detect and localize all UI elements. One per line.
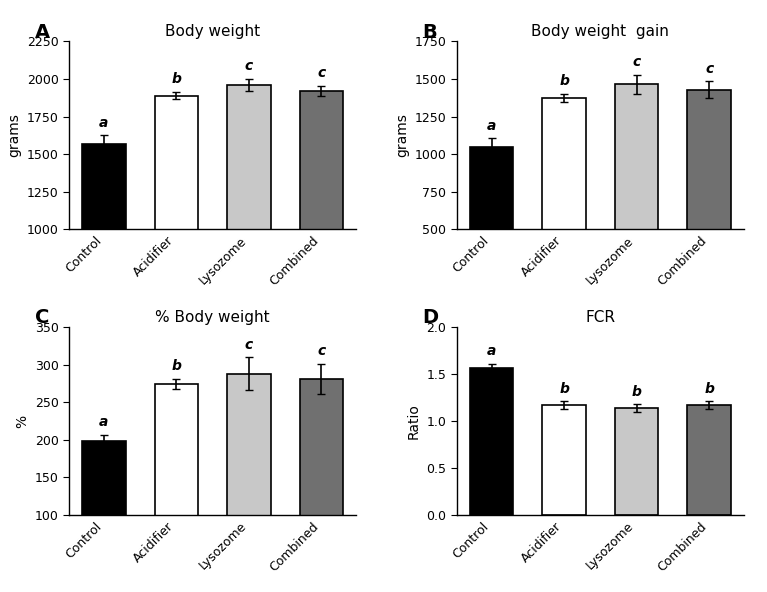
Y-axis label: grams: grams <box>7 114 21 157</box>
Text: C: C <box>35 308 49 327</box>
Text: c: c <box>705 62 713 76</box>
Y-axis label: %: % <box>15 414 29 427</box>
Text: b: b <box>172 72 181 86</box>
Title: Body weight  gain: Body weight gain <box>532 24 670 39</box>
Text: a: a <box>487 119 496 133</box>
Text: c: c <box>318 66 325 80</box>
Bar <box>615 408 658 515</box>
Bar <box>82 440 126 590</box>
Title: % Body weight: % Body weight <box>156 310 270 324</box>
Text: c: c <box>633 55 640 69</box>
Text: a: a <box>99 116 109 130</box>
Bar <box>300 379 343 590</box>
Bar <box>470 147 513 304</box>
Text: A: A <box>35 22 50 41</box>
Bar <box>687 405 731 515</box>
Text: c: c <box>245 59 253 73</box>
Text: c: c <box>245 337 253 352</box>
Text: c: c <box>318 345 325 358</box>
Bar <box>155 384 198 590</box>
Title: Body weight: Body weight <box>165 24 260 39</box>
Text: B: B <box>423 22 437 41</box>
Bar <box>227 374 271 590</box>
Text: b: b <box>632 385 641 398</box>
Y-axis label: Ratio: Ratio <box>407 403 421 439</box>
Bar <box>82 144 126 379</box>
Y-axis label: grams: grams <box>395 114 409 157</box>
Text: b: b <box>559 75 569 88</box>
Text: b: b <box>172 359 181 374</box>
Title: FCR: FCR <box>585 310 615 324</box>
Text: a: a <box>487 344 496 358</box>
Bar <box>470 368 513 515</box>
Bar <box>542 98 586 304</box>
Bar <box>615 84 658 304</box>
Bar <box>300 91 343 379</box>
Text: b: b <box>704 382 714 395</box>
Bar <box>542 405 586 515</box>
Text: a: a <box>99 415 109 429</box>
Text: D: D <box>423 308 439 327</box>
Bar <box>227 85 271 379</box>
Bar <box>687 89 731 304</box>
Bar <box>155 95 198 379</box>
Text: b: b <box>559 382 569 395</box>
